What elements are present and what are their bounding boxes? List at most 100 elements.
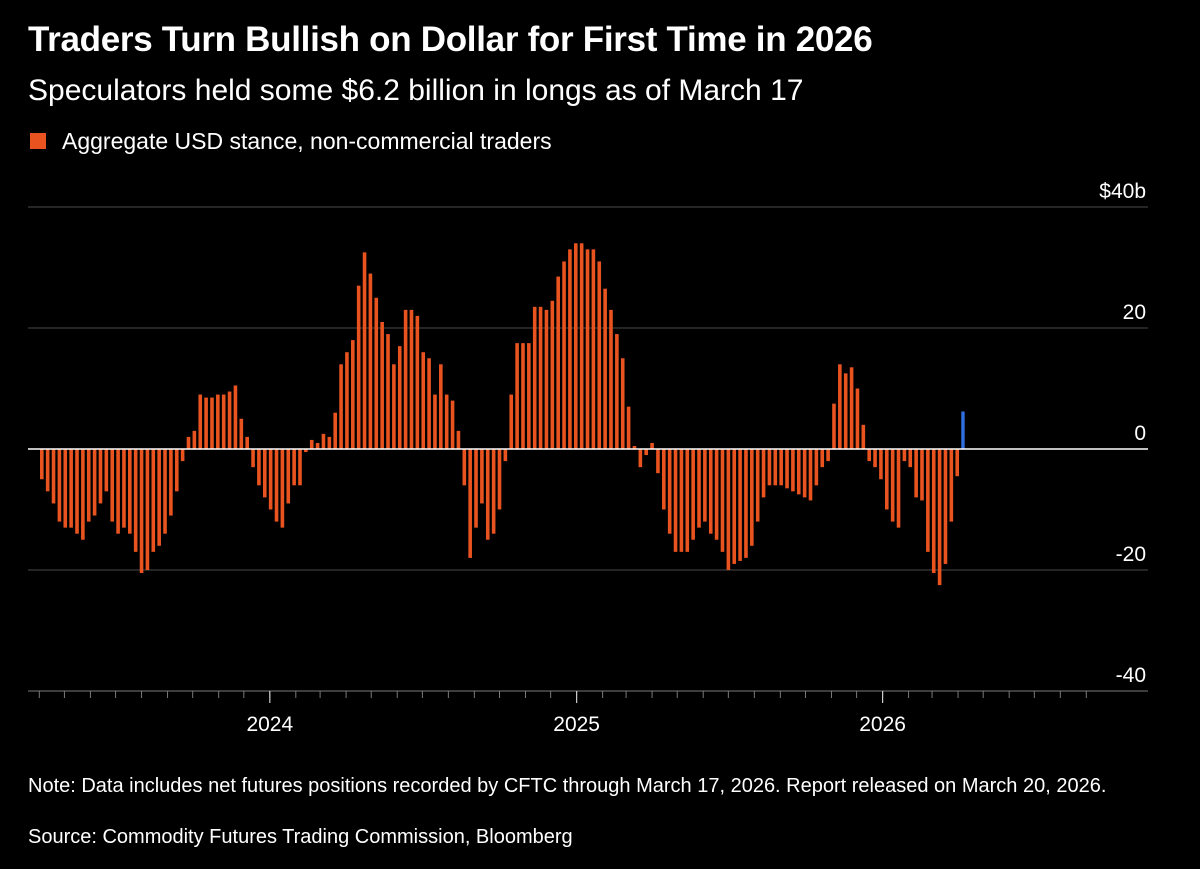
bar (204, 397, 208, 449)
chart-title: Traders Turn Bullish on Dollar for First… (28, 20, 873, 59)
bar (855, 388, 860, 449)
bar (626, 406, 631, 449)
bar (832, 403, 836, 449)
bar (81, 449, 85, 540)
legend-label: Aggregate USD stance, non-commercial tra… (62, 127, 552, 154)
axis-labels: $40b 20 0 -20 -40 2024 2025 2026 (246, 180, 1146, 736)
bar (896, 449, 901, 528)
bar (186, 436, 191, 449)
bar (802, 449, 807, 498)
bar (444, 394, 449, 449)
bar (433, 394, 437, 449)
y-tick-label: -40 (1116, 664, 1146, 687)
bar (491, 449, 496, 534)
chart-note: Note: Data includes net futures position… (28, 775, 1107, 797)
bar (838, 364, 842, 449)
bar (169, 449, 173, 516)
bar (110, 449, 115, 522)
bar (86, 449, 91, 522)
bar (257, 449, 261, 486)
bar (198, 394, 203, 449)
bar (738, 449, 742, 561)
bar (327, 436, 332, 449)
bar (873, 449, 877, 468)
bar (568, 249, 572, 449)
bar (128, 449, 132, 534)
bar (239, 418, 244, 449)
bar (562, 261, 566, 449)
bar (597, 261, 602, 449)
bar (480, 449, 484, 504)
bar (286, 449, 291, 504)
bar (174, 449, 179, 492)
bar (151, 449, 156, 552)
bar (591, 249, 596, 449)
bar (879, 449, 883, 480)
bar (732, 449, 737, 564)
bar (51, 449, 56, 504)
bar (515, 343, 519, 449)
bar (262, 449, 267, 498)
bar (902, 449, 907, 462)
bar (579, 243, 584, 449)
bar (931, 449, 936, 574)
bar (415, 315, 420, 449)
bar (304, 449, 308, 453)
bar (122, 449, 126, 528)
bar (532, 306, 537, 449)
bar (609, 309, 613, 449)
bar (192, 430, 197, 449)
bar (456, 430, 461, 449)
bar (274, 449, 279, 522)
bar (650, 442, 654, 449)
bar (321, 433, 326, 449)
bar (427, 358, 431, 449)
bar (397, 346, 402, 449)
bar (755, 449, 760, 522)
bar (63, 449, 68, 528)
bar (667, 449, 672, 534)
bar (550, 300, 555, 449)
bar-chart: $40b 20 0 -20 -40 2024 2025 2026 (28, 180, 1148, 736)
bar (767, 449, 772, 486)
bar (820, 449, 825, 468)
bar (45, 449, 50, 492)
bar (556, 276, 560, 449)
bar (861, 424, 866, 449)
bar (726, 449, 731, 570)
bar (210, 397, 214, 449)
bar (133, 449, 138, 552)
bar (116, 449, 120, 534)
bar (298, 449, 302, 486)
bar (796, 449, 801, 495)
bar (644, 449, 649, 456)
x-tick-label: 2026 (859, 713, 906, 736)
bar (697, 449, 701, 528)
bar (527, 343, 531, 449)
bar (69, 449, 73, 528)
bar (544, 309, 549, 449)
x-tick-label: 2025 (553, 713, 600, 736)
latest-bar (961, 411, 965, 449)
bar (409, 309, 414, 449)
bar (362, 252, 367, 449)
bar (485, 449, 490, 540)
chart-source: Source: Commodity Futures Trading Commis… (28, 826, 573, 848)
y-tick-label: 20 (1123, 301, 1146, 324)
bar (356, 285, 361, 449)
bar (808, 449, 813, 501)
bar (603, 288, 607, 449)
bar (826, 449, 830, 462)
bar (521, 343, 525, 449)
bar (245, 436, 249, 449)
bar (884, 449, 889, 510)
bar (309, 439, 314, 449)
bar (450, 400, 455, 449)
bar (955, 449, 960, 477)
bar (943, 449, 948, 564)
bar (538, 306, 543, 449)
bar (937, 449, 942, 586)
bar (40, 449, 44, 480)
bars (40, 243, 965, 586)
x-axis (28, 448, 1148, 703)
